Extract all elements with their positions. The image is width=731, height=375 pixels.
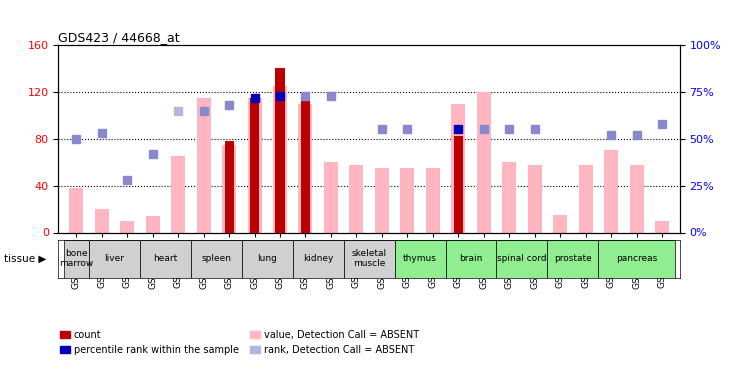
Bar — [502, 162, 516, 232]
Bar — [446, 240, 496, 278]
Text: heart: heart — [154, 254, 178, 263]
Bar — [273, 86, 287, 232]
Text: spleen: spleen — [201, 254, 232, 263]
Bar — [454, 136, 463, 232]
Bar — [171, 156, 185, 232]
Text: prostate: prostate — [554, 254, 592, 263]
Bar — [301, 92, 310, 232]
Text: lung: lung — [257, 254, 277, 263]
Legend: count, percentile rank within the sample, value, Detection Call = ABSENT, rank, : count, percentile rank within the sample… — [56, 326, 423, 359]
Bar — [298, 104, 312, 232]
Bar — [401, 168, 414, 232]
Bar — [242, 240, 292, 278]
Bar — [145, 216, 159, 232]
Text: tissue ▶: tissue ▶ — [4, 254, 46, 264]
Bar — [528, 165, 542, 232]
Bar — [250, 98, 259, 232]
Text: liver: liver — [105, 254, 124, 263]
Bar — [89, 240, 140, 278]
Bar — [224, 141, 234, 232]
Bar — [120, 221, 135, 232]
Bar — [375, 168, 389, 232]
Bar — [426, 168, 440, 232]
Bar — [629, 165, 643, 232]
Text: bone
marrow: bone marrow — [59, 249, 94, 268]
Bar — [344, 240, 395, 278]
Text: GDS423 / 44668_at: GDS423 / 44668_at — [58, 31, 180, 44]
Bar — [95, 209, 109, 232]
Bar — [69, 188, 83, 232]
Text: kidney: kidney — [303, 254, 333, 263]
Bar — [140, 240, 191, 278]
Bar — [395, 240, 446, 278]
Bar — [349, 165, 363, 232]
Bar — [451, 104, 466, 232]
Text: pancreas: pancreas — [616, 254, 657, 263]
Bar — [496, 240, 548, 278]
Bar — [292, 240, 344, 278]
Bar — [579, 165, 593, 232]
Bar — [604, 150, 618, 232]
Text: thymus: thymus — [404, 254, 437, 263]
Bar — [324, 162, 338, 232]
Bar — [222, 145, 236, 232]
Text: skeletal
muscle: skeletal muscle — [352, 249, 387, 268]
Bar — [191, 240, 242, 278]
Bar — [553, 215, 567, 232]
Text: brain: brain — [459, 254, 482, 263]
Bar — [548, 240, 599, 278]
Bar — [477, 92, 491, 232]
Bar — [276, 68, 284, 232]
Bar — [655, 221, 669, 232]
Text: spinal cord: spinal cord — [497, 254, 547, 263]
Bar — [197, 98, 211, 232]
Bar — [599, 240, 675, 278]
Bar — [248, 98, 262, 232]
Bar — [64, 240, 89, 278]
